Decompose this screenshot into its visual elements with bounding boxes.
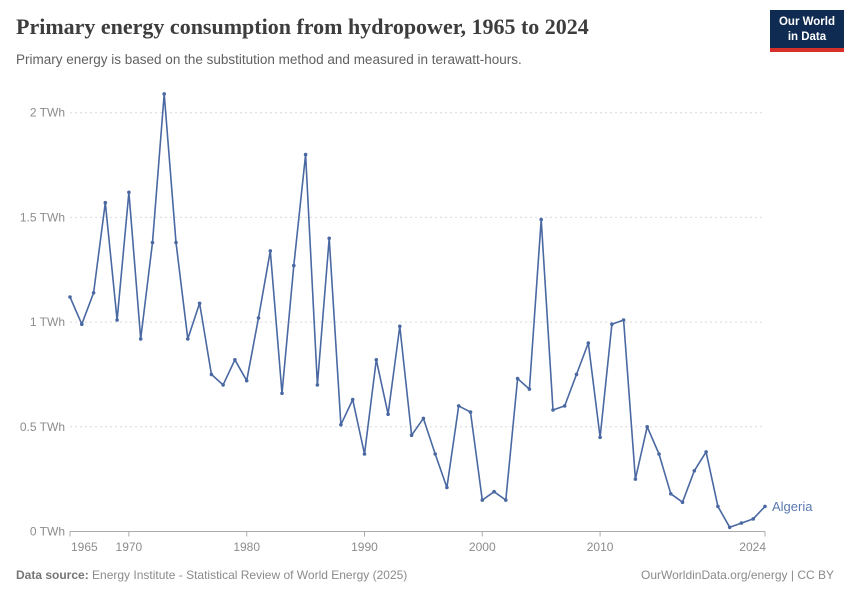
data-point-1989 [350, 397, 355, 402]
data-point-2006 [551, 408, 555, 412]
page-title: Primary energy consumption from hydropow… [16, 14, 589, 39]
y-tick-label: 2 TWh [30, 106, 65, 120]
data-point-2010 [598, 435, 602, 440]
data-point-1996 [433, 452, 438, 456]
owid-logo-line1: Our World [778, 16, 835, 28]
data-point-2001 [492, 489, 496, 494]
owid-url-license-link[interactable]: OurWorldinData.org/energy | CC BY [641, 568, 834, 582]
y-tick-label: 0.5 TWh [20, 420, 65, 434]
data-point-2024 [763, 504, 767, 509]
data-point-1984 [292, 263, 296, 268]
data-point-2005 [539, 217, 543, 222]
data-point-1973 [162, 92, 166, 96]
data-source-text: Energy Institute - Statistical Review of… [88, 568, 408, 582]
x-tick-label: 2000 [469, 540, 496, 554]
data-point-2002 [504, 498, 508, 502]
data-point-2023 [751, 517, 755, 521]
data-point-2014 [645, 425, 649, 429]
data-point-1965 [68, 295, 72, 299]
data-line-algeria [69, 93, 766, 529]
data-point-2007 [562, 404, 567, 408]
data-point-1978 [221, 383, 225, 387]
data-point-1991 [374, 358, 379, 362]
data-point-2016 [669, 492, 673, 496]
data-point-1995 [421, 416, 426, 421]
data-point-1979 [233, 358, 237, 362]
x-tick-label: 1965 [71, 540, 98, 554]
data-point-2018 [692, 469, 697, 473]
data-point-2017 [680, 500, 685, 505]
data-point-2022 [739, 521, 744, 525]
x-tick-label: 1970 [116, 540, 143, 554]
data-point-1999 [468, 410, 473, 414]
series-label-algeria[interactable]: Algeria [772, 499, 813, 514]
chart-subtitle: Primary energy is based on the substitut… [16, 52, 522, 67]
data-source-note: Data source: Energy Institute - Statisti… [16, 568, 407, 582]
data-point-1982 [268, 249, 273, 253]
data-point-1994 [409, 433, 414, 438]
data-point-1966 [80, 322, 84, 327]
data-point-1972 [150, 240, 155, 245]
data-point-2008 [574, 372, 579, 377]
data-point-1987 [327, 236, 332, 241]
chart-footer: Data source: Energy Institute - Statisti… [16, 568, 834, 582]
data-point-1968 [103, 200, 108, 205]
data-point-1975 [186, 337, 190, 341]
owid-logo[interactable]: Our World in Data [769, 10, 844, 52]
data-point-2011 [610, 322, 614, 327]
y-tick-label: 1 TWh [30, 315, 65, 329]
data-point-1970 [127, 190, 131, 195]
x-tick-label: 1990 [351, 540, 378, 554]
data-point-2015 [657, 452, 661, 456]
data-point-1998 [456, 404, 461, 408]
data-point-2019 [704, 450, 708, 454]
data-point-1981 [256, 316, 261, 320]
data-point-1977 [209, 372, 214, 377]
data-point-2013 [633, 477, 638, 481]
data-point-1976 [197, 301, 202, 306]
data-point-1967 [91, 291, 96, 295]
data-point-2012 [621, 318, 626, 322]
data-point-1980 [244, 378, 249, 383]
data-point-2020 [716, 504, 720, 509]
data-point-1990 [362, 452, 367, 456]
y-tick-label: 1.5 TWh [20, 210, 65, 224]
x-tick-label: 1980 [233, 540, 260, 554]
data-point-1988 [339, 422, 343, 427]
data-point-1993 [398, 324, 402, 329]
data-point-2009 [586, 341, 591, 345]
data-point-1985 [303, 152, 308, 157]
data-point-1986 [315, 383, 320, 387]
y-tick-label: 0 TWh [30, 525, 65, 539]
data-point-2000 [480, 498, 485, 502]
data-point-2004 [527, 387, 532, 391]
data-point-2003 [515, 376, 520, 381]
data-point-1969 [115, 318, 119, 322]
data-point-1971 [138, 337, 143, 341]
owid-logo-line2: in Data [787, 30, 827, 43]
x-tick-label: 2024 [739, 540, 766, 554]
data-point-1992 [386, 412, 390, 417]
data-source-label: Data source: [16, 568, 89, 582]
x-tick-label: 2010 [587, 540, 614, 554]
data-point-1997 [445, 485, 449, 490]
data-point-1983 [280, 391, 284, 396]
data-point-1974 [174, 240, 178, 245]
data-point-2021 [727, 525, 732, 530]
